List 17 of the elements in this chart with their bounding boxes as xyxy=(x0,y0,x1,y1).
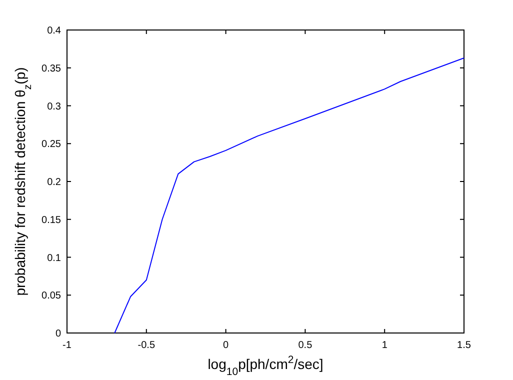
y-tick-label: 0.2 xyxy=(47,177,62,188)
y-tick-label: 0.1 xyxy=(47,252,62,264)
y-tick-label: 0.3 xyxy=(47,101,62,112)
y-tick-label: 0.4 xyxy=(47,26,62,36)
y-tick-label: 0 xyxy=(55,328,62,340)
x-axis-title: log$_{10}$p[ph/cm$^{2}$/sec] xyxy=(208,354,324,378)
x-tick-label: 1 xyxy=(382,340,388,351)
x-tick-label: -1 xyxy=(62,340,72,351)
x-tick-label: -0.5 xyxy=(138,340,156,351)
x-tick-label: 0.5 xyxy=(298,340,313,351)
y-tick-label: 0.05 xyxy=(42,290,62,302)
y-tick-label: 0.25 xyxy=(42,139,62,150)
x-tick-label: 1.5 xyxy=(457,340,472,351)
x-tick-label: 0 xyxy=(223,340,230,351)
y-tick-label: 0.15 xyxy=(42,214,62,226)
line-series xyxy=(114,58,464,334)
y-tick-label: 0.35 xyxy=(42,63,62,74)
